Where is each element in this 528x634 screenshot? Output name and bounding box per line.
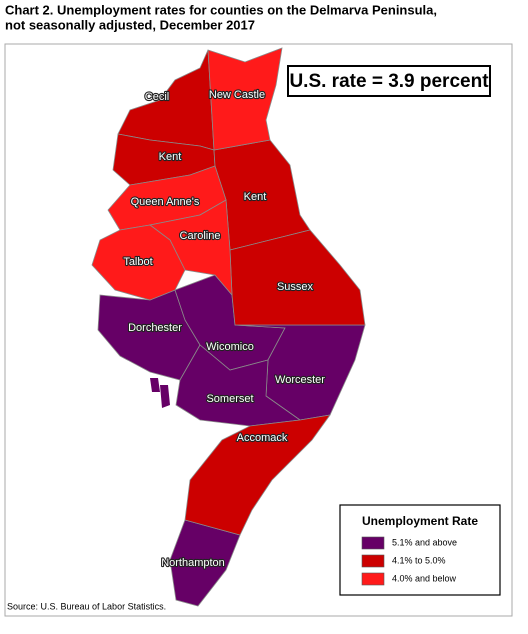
callout-text: U.S. rate = 3.9 percent [289,71,489,92]
county-label: Somerset [206,393,253,405]
county-label: Cecil [145,91,169,103]
county-label: Kent [244,191,267,203]
legend-title: Unemployment Rate [362,514,478,528]
legend-swatch [361,572,385,586]
county-shape [207,47,283,151]
island [150,378,160,392]
county-label: Queen Anne's [131,196,200,208]
legend-label: 4.1% to 5.0% [392,555,446,565]
county-label: Dorchester [128,322,182,334]
legend-label: 5.1% and above [392,537,457,547]
county-shape [175,344,302,427]
title-line: Chart 2. Unemployment rates for counties… [5,2,437,17]
legend-items: 5.1% and above 4.1% to 5.0% 4.0% and below [361,536,457,586]
county-label: Talbot [123,256,152,268]
county-shape [229,229,366,326]
source: Source: U.S. Bureau of Labor Statistics. [7,601,166,611]
island [160,385,170,408]
county-labels: Dorchester Wicomico Worcester Somerset North… [122,88,326,570]
legend-swatch [361,554,385,568]
county-shape [91,224,186,301]
county-label: Caroline [180,230,221,242]
county-label: Kent [159,151,182,163]
legend-label: 4.0% and below [392,573,457,583]
county-label: Worcester [275,374,325,386]
callout-box [287,65,491,97]
county-label: Northampton [161,557,225,569]
county-label: Wicomico [206,341,254,353]
county-shape [184,414,331,536]
county-label: Accomack [237,432,288,444]
county-label: Sussex [277,281,314,293]
county-label: New Castle [209,89,265,101]
title-line: not seasonally adjusted, December 2017 [5,17,255,32]
counties [91,47,366,607]
legend-swatch [361,536,385,550]
